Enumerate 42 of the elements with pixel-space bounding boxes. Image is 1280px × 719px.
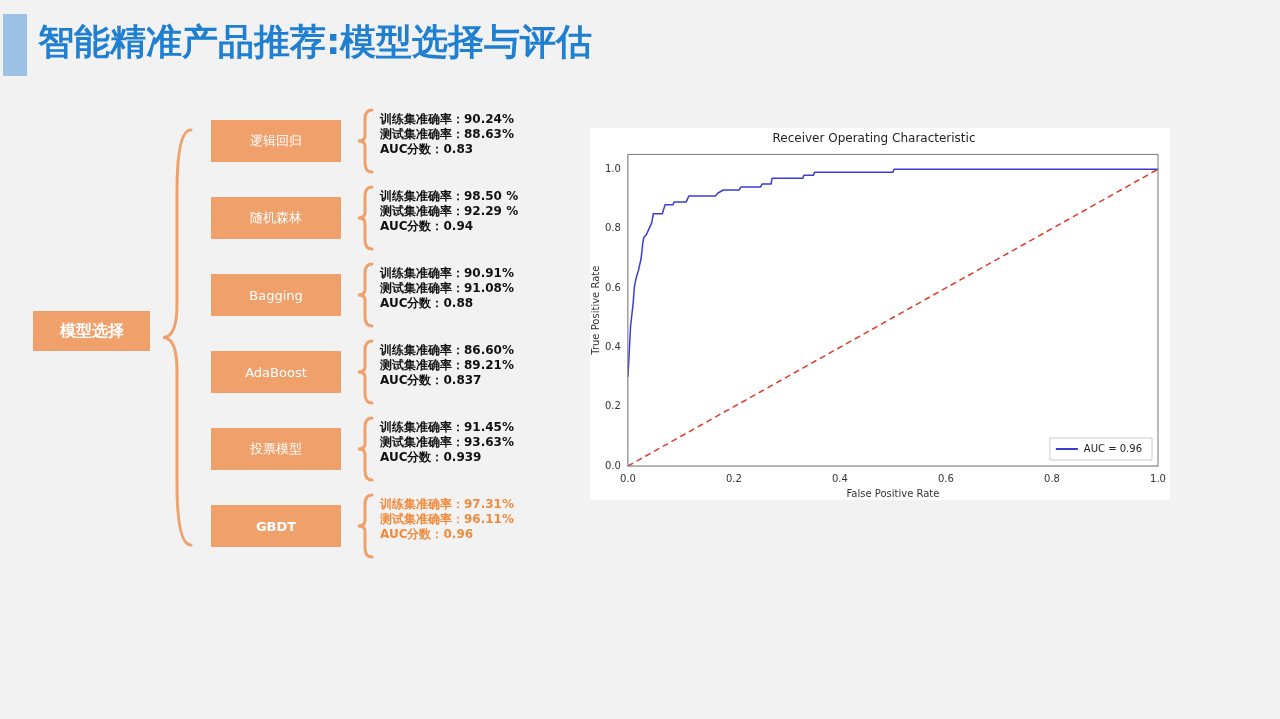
y-tick-label: 0.4 [605,340,621,352]
text: 训练集准确率：86.60% [380,343,514,358]
x-tick-label: 0.4 [831,472,848,484]
x-tick-label: 0.0 [619,472,636,484]
y-tick-label: 0.6 [605,281,621,293]
text: 随机森林 [211,197,341,239]
text: AUC分数：0.88 [380,296,475,311]
text: 训练集准确率：98.50 % [380,189,519,204]
text: 逻辑回归 [211,120,341,162]
x-tick-label: 0.6 [938,472,954,484]
text: 投票模型 [211,428,341,470]
chart-title: Receiver Operating Characteristic [772,131,976,146]
text: AUC分数：0.94 [380,219,475,234]
text: 训练集准确率：90.91% [380,266,514,281]
text: 模型选择 [33,311,150,351]
text: AUC分数：0.837 [380,373,483,388]
text: 训练集准确率：97.31% [380,497,514,512]
text: AUC分数：0.96 [380,527,475,542]
text: 测试集准确率：93.63% [380,435,514,450]
x-tick-label: 0.8 [1044,472,1060,484]
x-axis-title: False Positive Rate [846,487,940,499]
text: GBDT [211,505,341,547]
y-tick-label: 1.0 [605,162,621,174]
text: 智能精准产品推荐:模型选择与评估 [38,20,593,64]
text: 训练集准确率：90.24% [380,112,514,127]
y-tick-label: 0.8 [605,222,621,234]
text: Bagging [211,274,341,316]
y-tick-label: 0.2 [605,400,621,412]
text: AUC分数：0.939 [380,450,483,465]
x-tick-label: 0.2 [725,472,742,484]
y-tick-label: 0.0 [605,459,621,471]
text: 训练集准确率：91.45% [380,420,514,435]
text: 测试集准确率：89.21% [380,358,514,373]
text: 测试集准确率：96.11% [380,512,514,527]
text: 测试集准确率：88.63% [380,127,514,142]
y-axis-title: True Positive Rate [589,265,601,356]
text: 测试集准确率：92.29 % [380,204,519,219]
text: 测试集准确率：91.08% [380,281,514,296]
x-tick-label: 1.0 [1150,472,1166,484]
text: AUC分数：0.83 [380,142,475,157]
legend-label: AUC = 0.96 [1083,442,1143,454]
text: AdaBoost [211,351,341,393]
